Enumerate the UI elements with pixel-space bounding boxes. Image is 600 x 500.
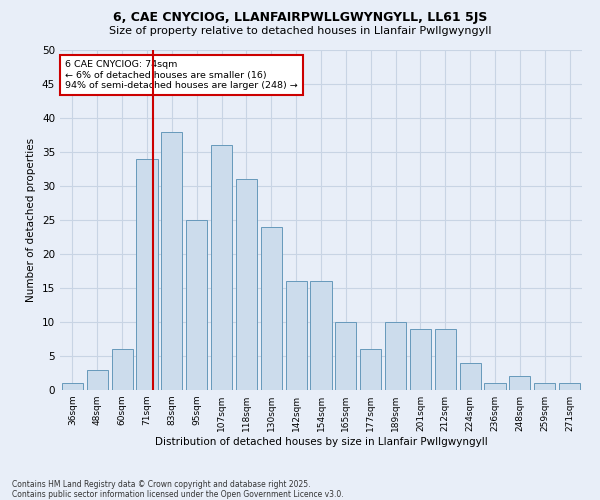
Bar [509, 376, 530, 390]
Bar [236, 179, 257, 390]
Bar [534, 383, 555, 390]
X-axis label: Distribution of detached houses by size in Llanfair Pwllgwyngyll: Distribution of detached houses by size … [155, 437, 487, 447]
Bar [87, 370, 108, 390]
Bar [360, 349, 381, 390]
Bar [261, 227, 282, 390]
Bar [211, 145, 232, 390]
Bar [161, 132, 182, 390]
Bar [310, 281, 332, 390]
Text: Contains HM Land Registry data © Crown copyright and database right 2025.
Contai: Contains HM Land Registry data © Crown c… [12, 480, 344, 499]
Bar [335, 322, 356, 390]
Y-axis label: Number of detached properties: Number of detached properties [26, 138, 37, 302]
Bar [460, 363, 481, 390]
Bar [559, 383, 580, 390]
Bar [385, 322, 406, 390]
Text: Size of property relative to detached houses in Llanfair Pwllgwyngyll: Size of property relative to detached ho… [109, 26, 491, 36]
Bar [435, 329, 456, 390]
Bar [62, 383, 83, 390]
Bar [186, 220, 207, 390]
Bar [136, 159, 158, 390]
Bar [112, 349, 133, 390]
Bar [410, 329, 431, 390]
Bar [286, 281, 307, 390]
Text: 6 CAE CNYCIOG: 74sqm
← 6% of detached houses are smaller (16)
94% of semi-detach: 6 CAE CNYCIOG: 74sqm ← 6% of detached ho… [65, 60, 298, 90]
Text: 6, CAE CNYCIOG, LLANFAIRPWLLGWYNGYLL, LL61 5JS: 6, CAE CNYCIOG, LLANFAIRPWLLGWYNGYLL, LL… [113, 12, 487, 24]
Bar [484, 383, 506, 390]
